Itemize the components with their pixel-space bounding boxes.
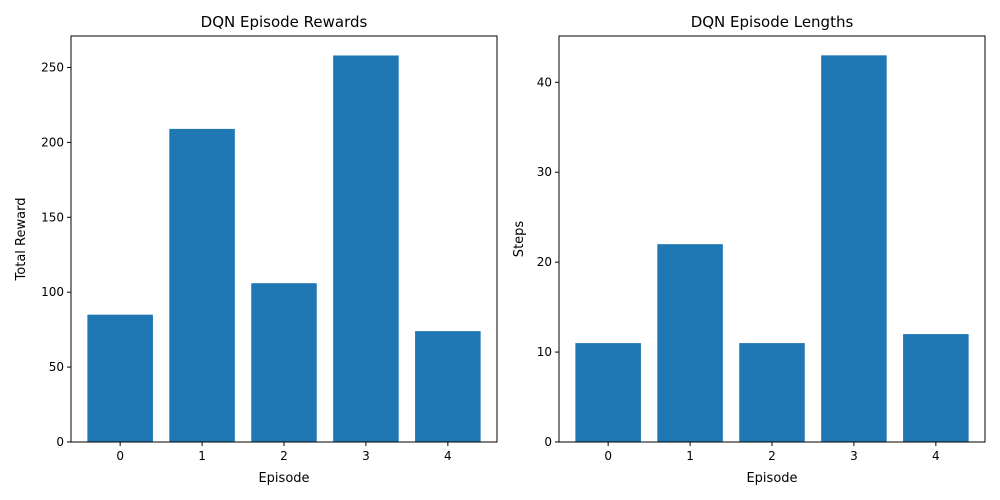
lengths-bar [903,334,969,442]
rewards-y-tick-label: 0 [56,435,64,449]
lengths-bar [739,343,805,442]
rewards-x-tick-label: 2 [280,449,288,463]
lengths-x-axis-label: Episode [746,471,797,486]
rewards-y-tick-label: 50 [49,360,64,374]
lengths-x-tick-label: 1 [686,449,694,463]
rewards-bar [333,55,399,442]
rewards-y-tick-label: 200 [41,135,64,149]
rewards-y-tick-label: 250 [41,60,64,74]
lengths-y-tick-label: 40 [537,75,552,89]
rewards-x-tick-label: 3 [362,449,370,463]
rewards-chart: DQN Episode Rewards Episode Total Reward… [14,13,497,486]
lengths-bar [821,55,887,442]
lengths-x-tick-label: 0 [604,449,612,463]
lengths-x-tick-label: 2 [768,449,776,463]
lengths-y-axis-label: Steps [512,221,527,258]
rewards-x-tick-label: 4 [444,449,452,463]
lengths-bar [575,343,641,442]
lengths-y-tick-label: 0 [544,435,552,449]
rewards-bar [169,129,235,442]
rewards-x-axis-label: Episode [258,471,309,486]
rewards-y-axis-label: Total Reward [14,198,29,282]
rewards-bar [415,331,481,442]
lengths-y-tick-label: 20 [537,255,552,269]
rewards-chart-title: DQN Episode Rewards [201,13,368,31]
rewards-x-tick-label: 0 [116,449,124,463]
rewards-y-tick-label: 150 [41,210,64,224]
lengths-bar [657,244,723,442]
rewards-bar [251,283,317,442]
lengths-x-tick-label: 4 [932,449,940,463]
lengths-y-tick-label: 10 [537,345,552,359]
lengths-x-tick-label: 3 [850,449,858,463]
rewards-bar [87,315,153,442]
lengths-y-tick-label: 30 [537,165,552,179]
lengths-chart-title: DQN Episode Lengths [691,13,854,31]
rewards-y-tick-label: 100 [41,285,64,299]
rewards-x-tick-label: 1 [198,449,206,463]
lengths-chart: DQN Episode Lengths Episode Steps 0 1 2 3 40… [512,13,985,486]
